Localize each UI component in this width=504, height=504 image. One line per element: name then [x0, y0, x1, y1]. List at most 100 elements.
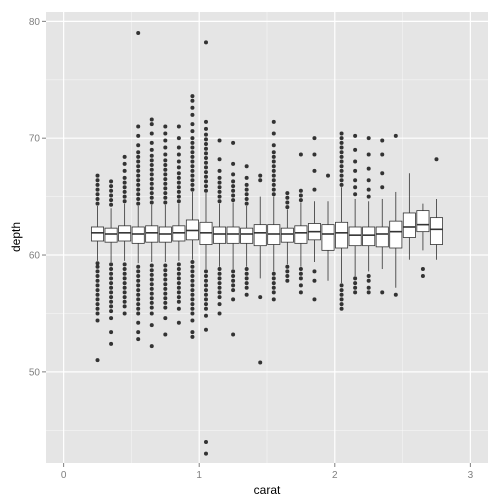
box-2.15 — [348, 133, 362, 295]
outlier-point — [136, 192, 141, 197]
outlier-point — [203, 40, 208, 45]
outlier-point — [163, 286, 168, 291]
outlier-point — [122, 267, 127, 272]
outlier-point — [176, 124, 181, 129]
box-1.15 — [213, 138, 227, 316]
outlier-point — [176, 299, 181, 304]
outlier-point — [136, 178, 141, 183]
outlier-point — [122, 154, 127, 159]
outlier-point — [149, 286, 154, 291]
outlier-point — [176, 185, 181, 190]
outlier-point — [217, 302, 222, 307]
outlier-point — [353, 178, 358, 183]
outlier-point — [149, 268, 154, 273]
outlier-point — [136, 31, 141, 36]
outlier-point — [109, 341, 114, 346]
outlier-point — [190, 145, 195, 150]
outlier-point — [95, 261, 100, 266]
outlier-point — [190, 306, 195, 311]
outlier-point — [244, 187, 249, 192]
outlier-point — [190, 173, 195, 178]
outlier-point — [122, 175, 127, 180]
outlier-point — [122, 161, 127, 166]
box-body — [226, 226, 240, 244]
outlier-point — [176, 175, 181, 180]
outlier-point — [190, 94, 195, 99]
outlier-point — [271, 143, 276, 148]
outlier-point — [190, 136, 195, 141]
box-0.95 — [185, 94, 199, 339]
outlier-point — [122, 290, 127, 295]
outlier-point — [244, 271, 249, 276]
x-tick-label: 0 — [61, 470, 67, 481]
outlier-point — [122, 194, 127, 199]
outlier-point — [271, 290, 276, 295]
outlier-point — [258, 178, 263, 183]
outlier-point — [339, 288, 344, 293]
outlier-point — [149, 282, 154, 287]
box-1.25 — [226, 140, 240, 337]
y-tick-label: 80 — [29, 17, 41, 28]
outlier-point — [244, 201, 249, 206]
outlier-point — [366, 285, 371, 290]
outlier-point — [149, 147, 154, 152]
outlier-point — [339, 168, 344, 173]
outlier-point — [190, 302, 195, 307]
outlier-point — [353, 285, 358, 290]
outlier-point — [190, 283, 195, 288]
outlier-point — [136, 159, 141, 164]
outlier-point — [339, 164, 344, 169]
outlier-point — [353, 281, 358, 286]
outlier-point — [217, 180, 222, 185]
outlier-point — [190, 122, 195, 127]
outlier-point — [109, 188, 114, 193]
outlier-point — [231, 198, 236, 203]
outlier-point — [163, 177, 168, 182]
outlier-point — [244, 267, 249, 272]
box-0.55 — [131, 31, 145, 342]
outlier-point — [231, 297, 236, 302]
outlier-point — [231, 172, 236, 177]
outlier-point — [203, 306, 208, 311]
outlier-point — [190, 112, 195, 117]
box-body — [402, 212, 416, 238]
outlier-point — [122, 285, 127, 290]
outlier-point — [231, 278, 236, 283]
outlier-point — [203, 451, 208, 456]
outlier-point — [95, 182, 100, 187]
outlier-point — [217, 185, 222, 190]
outlier-point — [217, 175, 222, 180]
outlier-point — [190, 159, 195, 164]
outlier-point — [149, 181, 154, 186]
box-body — [131, 226, 145, 244]
outlier-point — [271, 150, 276, 155]
x-axis-title: carat — [254, 483, 281, 497]
outlier-point — [176, 290, 181, 295]
outlier-point — [339, 297, 344, 302]
outlier-point — [163, 282, 168, 287]
outlier-point — [109, 198, 114, 203]
outlier-point — [203, 165, 208, 170]
outlier-point — [95, 264, 100, 269]
outlier-point — [109, 309, 114, 314]
outlier-point — [190, 154, 195, 159]
outlier-point — [122, 299, 127, 304]
outlier-point — [380, 171, 385, 176]
outlier-point — [109, 267, 114, 272]
box-body — [104, 227, 118, 243]
outlier-point — [339, 140, 344, 145]
outlier-point — [122, 311, 127, 316]
outlier-point — [298, 290, 303, 295]
box-body — [91, 226, 105, 242]
outlier-point — [312, 136, 317, 141]
outlier-point — [149, 296, 154, 301]
outlier-point — [136, 168, 141, 173]
outlier-point — [122, 168, 127, 173]
outlier-point — [95, 311, 100, 316]
outlier-point — [353, 168, 358, 173]
outlier-point — [203, 170, 208, 175]
outlier-point — [95, 306, 100, 311]
outlier-point — [176, 159, 181, 164]
outlier-point — [136, 283, 141, 288]
outlier-point — [366, 178, 371, 183]
